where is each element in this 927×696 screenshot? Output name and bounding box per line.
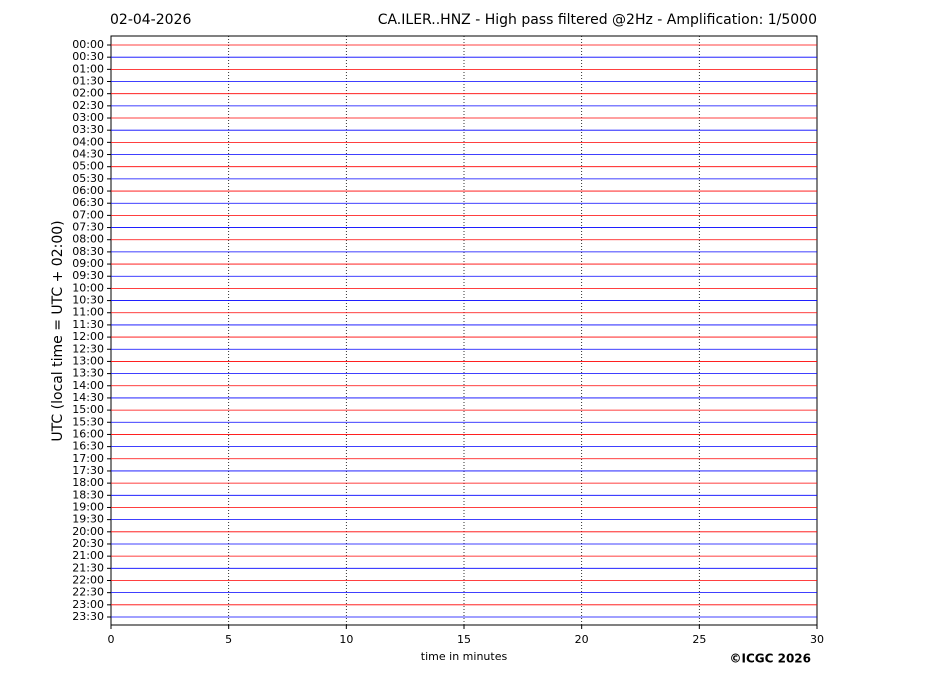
y-tick-label: 10:00 — [72, 281, 104, 294]
x-tick-label: 10 — [339, 633, 353, 646]
y-tick-label: 11:30 — [72, 318, 104, 331]
y-tick-label: 00:30 — [72, 50, 104, 63]
y-tick-label: 15:00 — [72, 403, 104, 416]
y-tick-label: 14:30 — [72, 391, 104, 404]
y-tick-label: 09:30 — [72, 269, 104, 282]
y-tick-label: 17:00 — [72, 452, 104, 465]
copyright: ©ICGC 2026 — [729, 652, 811, 666]
y-tick-label: 22:30 — [72, 586, 104, 599]
y-tick-label: 21:30 — [72, 561, 104, 574]
y-tick-label: 15:30 — [72, 415, 104, 428]
y-tick-label: 21:00 — [72, 549, 104, 562]
y-tick-label: 05:00 — [72, 160, 104, 173]
y-tick-label: 19:30 — [72, 513, 104, 526]
x-tick-label: 5 — [225, 633, 232, 646]
y-tick-label: 00:00 — [72, 38, 104, 51]
y-tick-label: 14:00 — [72, 379, 104, 392]
y-tick-label: 13:30 — [72, 367, 104, 380]
y-tick-label: 23:00 — [72, 598, 104, 611]
x-tick-label: 30 — [810, 633, 824, 646]
y-tick-label: 07:30 — [72, 221, 104, 234]
y-tick-label: 11:00 — [72, 306, 104, 319]
x-tick-label: 15 — [457, 633, 471, 646]
y-tick-label: 08:00 — [72, 233, 104, 246]
y-tick-label: 16:30 — [72, 440, 104, 453]
y-tick-label: 17:30 — [72, 464, 104, 477]
y-tick-label: 22:00 — [72, 573, 104, 586]
y-tick-label: 23:30 — [72, 610, 104, 623]
y-tick-label: 19:00 — [72, 500, 104, 513]
y-tick-label: 07:00 — [72, 208, 104, 221]
x-tick-label: 25 — [692, 633, 706, 646]
y-tick-label: 05:30 — [72, 172, 104, 185]
y-tick-label: 01:30 — [72, 75, 104, 88]
y-tick-label: 13:00 — [72, 354, 104, 367]
y-tick-label: 12:30 — [72, 342, 104, 355]
x-tick-label: 0 — [108, 633, 115, 646]
x-tick-label: 20 — [575, 633, 589, 646]
y-tick-label: 12:00 — [72, 330, 104, 343]
y-tick-label: 18:00 — [72, 476, 104, 489]
date: 02-04-2026 — [110, 12, 191, 28]
y-tick-label: 20:00 — [72, 525, 104, 538]
y-tick-label: 08:30 — [72, 245, 104, 258]
y-tick-label: 09:00 — [72, 257, 104, 270]
y-tick-label: 02:00 — [72, 87, 104, 100]
y-tick-label: 10:30 — [72, 294, 104, 307]
y-tick-label: 04:30 — [72, 148, 104, 161]
y-tick-label: 04:00 — [72, 135, 104, 148]
y-tick-label: 03:30 — [72, 123, 104, 136]
y-tick-label: 18:30 — [72, 488, 104, 501]
y-axis-label: UTC (local time = UTC + 02:00) — [50, 220, 66, 441]
chart-title: CA.ILER..HNZ - High pass filtered @2Hz -… — [378, 12, 817, 28]
y-tick-label: 20:30 — [72, 537, 104, 550]
x-axis-label: time in minutes — [421, 650, 508, 663]
y-tick-label: 16:00 — [72, 427, 104, 440]
y-tick-label: 06:30 — [72, 196, 104, 209]
y-tick-label: 03:00 — [72, 111, 104, 124]
y-tick-label: 02:30 — [72, 99, 104, 112]
y-tick-label: 06:00 — [72, 184, 104, 197]
y-tick-label: 01:00 — [72, 62, 104, 75]
